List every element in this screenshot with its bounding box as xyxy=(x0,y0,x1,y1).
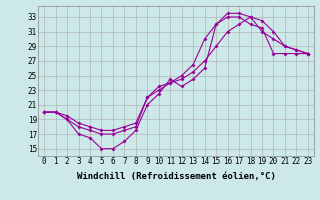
X-axis label: Windchill (Refroidissement éolien,°C): Windchill (Refroidissement éolien,°C) xyxy=(76,172,276,181)
